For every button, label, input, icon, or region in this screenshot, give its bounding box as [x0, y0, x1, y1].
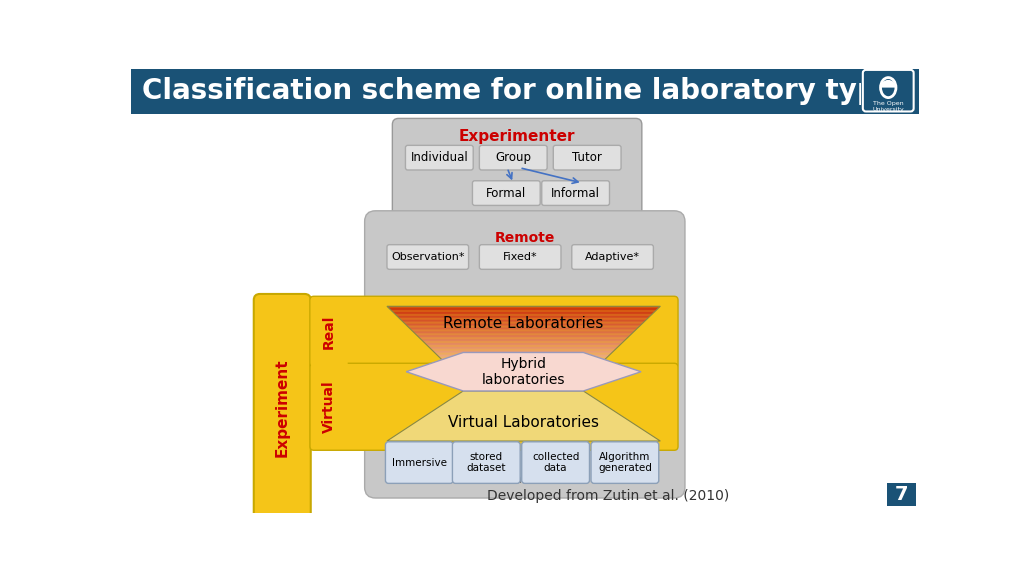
Text: Online: Online: [505, 473, 545, 486]
Polygon shape: [407, 353, 641, 391]
Polygon shape: [441, 359, 605, 360]
Polygon shape: [404, 324, 642, 325]
Polygon shape: [423, 342, 624, 343]
Polygon shape: [430, 348, 616, 350]
Text: Experiment: Experiment: [274, 359, 290, 457]
Polygon shape: [431, 350, 615, 351]
Polygon shape: [410, 328, 638, 329]
Text: Formal: Formal: [486, 187, 526, 200]
FancyBboxPatch shape: [365, 211, 685, 498]
Polygon shape: [434, 352, 612, 354]
Polygon shape: [433, 351, 614, 352]
FancyBboxPatch shape: [479, 145, 547, 170]
Text: Classification scheme for online laboratory types - 1: Classification scheme for online laborat…: [142, 77, 963, 105]
Polygon shape: [387, 391, 660, 441]
Wedge shape: [881, 80, 896, 88]
FancyBboxPatch shape: [553, 145, 621, 170]
FancyBboxPatch shape: [310, 363, 678, 450]
Text: Developed from Zutin et al. (2010): Developed from Zutin et al. (2010): [486, 490, 729, 503]
Polygon shape: [415, 334, 632, 335]
FancyBboxPatch shape: [406, 145, 473, 170]
FancyBboxPatch shape: [453, 442, 520, 483]
Text: Immersive: Immersive: [392, 457, 446, 468]
Polygon shape: [429, 347, 618, 348]
Text: Fixed*: Fixed*: [503, 252, 538, 262]
Text: 7: 7: [895, 486, 908, 505]
FancyBboxPatch shape: [863, 70, 913, 112]
Polygon shape: [416, 335, 631, 336]
Text: stored
dataset: stored dataset: [467, 452, 506, 473]
Polygon shape: [411, 329, 637, 331]
FancyBboxPatch shape: [310, 297, 348, 367]
Polygon shape: [437, 355, 609, 356]
FancyBboxPatch shape: [254, 294, 310, 522]
Polygon shape: [424, 343, 623, 344]
Text: Tutor: Tutor: [572, 151, 602, 164]
Text: Virtual: Virtual: [323, 380, 336, 433]
Polygon shape: [426, 344, 621, 346]
FancyBboxPatch shape: [860, 71, 915, 112]
Text: The Open
University: The Open University: [872, 101, 904, 112]
FancyBboxPatch shape: [387, 245, 469, 270]
Polygon shape: [396, 316, 650, 317]
Text: Experimenter: Experimenter: [459, 130, 575, 145]
Polygon shape: [438, 356, 608, 358]
Polygon shape: [408, 327, 639, 328]
Polygon shape: [399, 319, 647, 320]
Text: Observation*: Observation*: [391, 252, 465, 262]
Text: Algorithm
generated: Algorithm generated: [598, 452, 652, 473]
Polygon shape: [395, 314, 652, 316]
Polygon shape: [418, 336, 630, 338]
Polygon shape: [412, 331, 635, 332]
Polygon shape: [420, 339, 627, 340]
FancyBboxPatch shape: [472, 181, 541, 206]
Text: Hybrid
laboratories: Hybrid laboratories: [482, 357, 565, 387]
FancyBboxPatch shape: [310, 296, 678, 368]
Polygon shape: [391, 310, 656, 312]
Polygon shape: [422, 340, 626, 342]
FancyBboxPatch shape: [571, 245, 653, 270]
FancyBboxPatch shape: [479, 245, 561, 270]
Polygon shape: [403, 323, 643, 324]
Text: Remote: Remote: [495, 231, 555, 245]
Text: Group: Group: [496, 151, 531, 164]
Polygon shape: [427, 346, 620, 347]
Polygon shape: [400, 320, 646, 321]
Text: Individual: Individual: [411, 151, 468, 164]
Polygon shape: [392, 312, 654, 313]
Text: Informal: Informal: [551, 187, 600, 200]
Text: Remote Laboratories: Remote Laboratories: [443, 316, 604, 331]
Polygon shape: [394, 313, 653, 314]
Polygon shape: [439, 358, 607, 359]
Polygon shape: [419, 338, 628, 339]
FancyBboxPatch shape: [542, 181, 609, 206]
FancyBboxPatch shape: [591, 442, 658, 483]
Polygon shape: [407, 325, 641, 327]
Text: Adaptive*: Adaptive*: [585, 252, 640, 262]
Polygon shape: [435, 354, 611, 355]
FancyBboxPatch shape: [521, 442, 590, 483]
Polygon shape: [390, 309, 657, 310]
Text: collected
data: collected data: [531, 452, 580, 473]
Polygon shape: [398, 317, 649, 319]
Polygon shape: [388, 308, 658, 309]
FancyBboxPatch shape: [392, 119, 642, 231]
Polygon shape: [402, 321, 645, 323]
Polygon shape: [387, 306, 660, 308]
FancyBboxPatch shape: [385, 442, 454, 483]
FancyBboxPatch shape: [887, 483, 915, 506]
FancyBboxPatch shape: [131, 69, 920, 114]
Polygon shape: [414, 332, 634, 334]
Text: Virtual Laboratories: Virtual Laboratories: [449, 415, 599, 430]
Text: Real: Real: [323, 314, 336, 349]
